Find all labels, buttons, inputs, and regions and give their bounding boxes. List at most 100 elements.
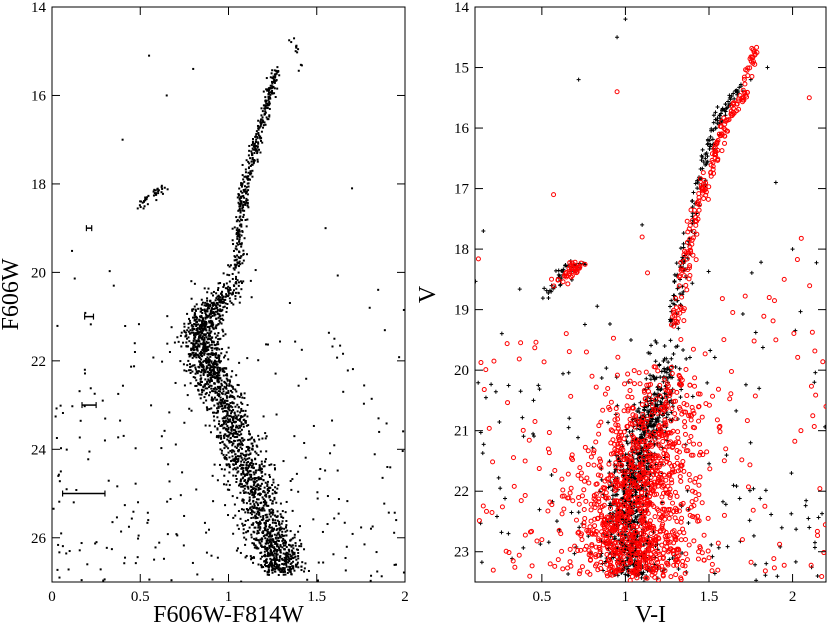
data-point xyxy=(250,160,253,163)
data-point xyxy=(194,345,197,348)
data-point xyxy=(204,349,207,352)
data-point xyxy=(712,355,717,360)
data-point xyxy=(263,499,266,502)
data-point xyxy=(216,410,219,413)
data-point xyxy=(115,516,118,519)
data-point xyxy=(208,345,211,348)
data-point xyxy=(202,322,205,325)
data-point xyxy=(250,488,253,491)
data-point xyxy=(166,315,169,318)
data-point xyxy=(187,353,190,356)
data-point xyxy=(661,358,666,363)
data-point xyxy=(226,413,229,416)
data-point xyxy=(322,561,325,564)
data-point xyxy=(214,353,217,356)
data-point xyxy=(230,440,233,443)
data-point xyxy=(217,371,220,374)
data-point xyxy=(58,576,61,579)
data-point xyxy=(254,477,257,480)
data-point xyxy=(232,415,235,418)
data-point xyxy=(620,554,626,560)
data-point xyxy=(220,292,223,295)
data-point xyxy=(279,526,282,529)
data-point xyxy=(203,371,206,374)
data-point xyxy=(281,520,284,523)
data-point xyxy=(248,473,251,476)
data-point xyxy=(241,195,244,198)
data-point xyxy=(210,407,213,410)
data-point xyxy=(215,307,218,310)
data-point xyxy=(697,474,703,480)
data-point xyxy=(230,429,233,432)
data-point xyxy=(597,458,603,464)
data-point xyxy=(239,190,242,193)
data-point xyxy=(231,426,234,429)
y-tick-label: 26 xyxy=(31,531,47,547)
data-point xyxy=(209,376,212,379)
data-point xyxy=(223,399,226,402)
data-point xyxy=(234,420,237,423)
data-point xyxy=(269,486,272,489)
data-point xyxy=(294,544,297,547)
data-point xyxy=(695,180,700,185)
data-point xyxy=(238,484,241,487)
data-point xyxy=(765,65,770,70)
data-point xyxy=(220,392,223,395)
data-point xyxy=(228,409,231,412)
data-point xyxy=(248,178,251,181)
data-point xyxy=(264,432,267,435)
data-point xyxy=(247,465,250,468)
data-point xyxy=(147,194,150,197)
data-point xyxy=(709,542,714,547)
data-point xyxy=(139,200,142,203)
data-point xyxy=(210,371,213,374)
data-point xyxy=(284,559,287,562)
data-point xyxy=(198,382,201,385)
data-point xyxy=(595,567,601,573)
data-point xyxy=(226,414,229,417)
data-point xyxy=(708,134,713,139)
data-point xyxy=(67,568,70,571)
data-point xyxy=(271,538,274,541)
data-point xyxy=(277,536,280,539)
data-point xyxy=(251,542,254,545)
data-point xyxy=(261,141,264,144)
data-point xyxy=(190,349,193,352)
data-point xyxy=(261,110,264,113)
data-point xyxy=(669,298,674,303)
data-point xyxy=(625,573,630,578)
data-point xyxy=(212,294,215,297)
data-point xyxy=(735,90,740,95)
data-point xyxy=(196,331,199,334)
data-point xyxy=(389,466,392,469)
data-point xyxy=(681,468,687,474)
data-point xyxy=(230,460,233,463)
data-point xyxy=(210,323,213,326)
data-point xyxy=(707,461,712,466)
data-point xyxy=(245,424,248,427)
data-point xyxy=(157,189,160,192)
data-point xyxy=(559,511,565,517)
data-point xyxy=(227,447,230,450)
data-point xyxy=(226,406,229,409)
data-point xyxy=(210,312,213,315)
data-point xyxy=(691,441,697,447)
data-point xyxy=(251,444,254,447)
data-point xyxy=(205,531,208,534)
data-point xyxy=(243,414,246,417)
data-point xyxy=(220,449,223,452)
data-point xyxy=(107,479,110,482)
data-point xyxy=(251,491,254,494)
data-point xyxy=(278,533,281,536)
data-point xyxy=(202,385,205,388)
data-point xyxy=(681,231,686,236)
data-point xyxy=(597,508,603,514)
data-point xyxy=(289,530,292,533)
data-point xyxy=(649,403,655,409)
data-point xyxy=(242,532,245,535)
data-point xyxy=(60,447,63,450)
data-point xyxy=(182,544,185,547)
data-point xyxy=(215,376,218,379)
data-point xyxy=(296,563,299,566)
data-point xyxy=(221,347,224,350)
